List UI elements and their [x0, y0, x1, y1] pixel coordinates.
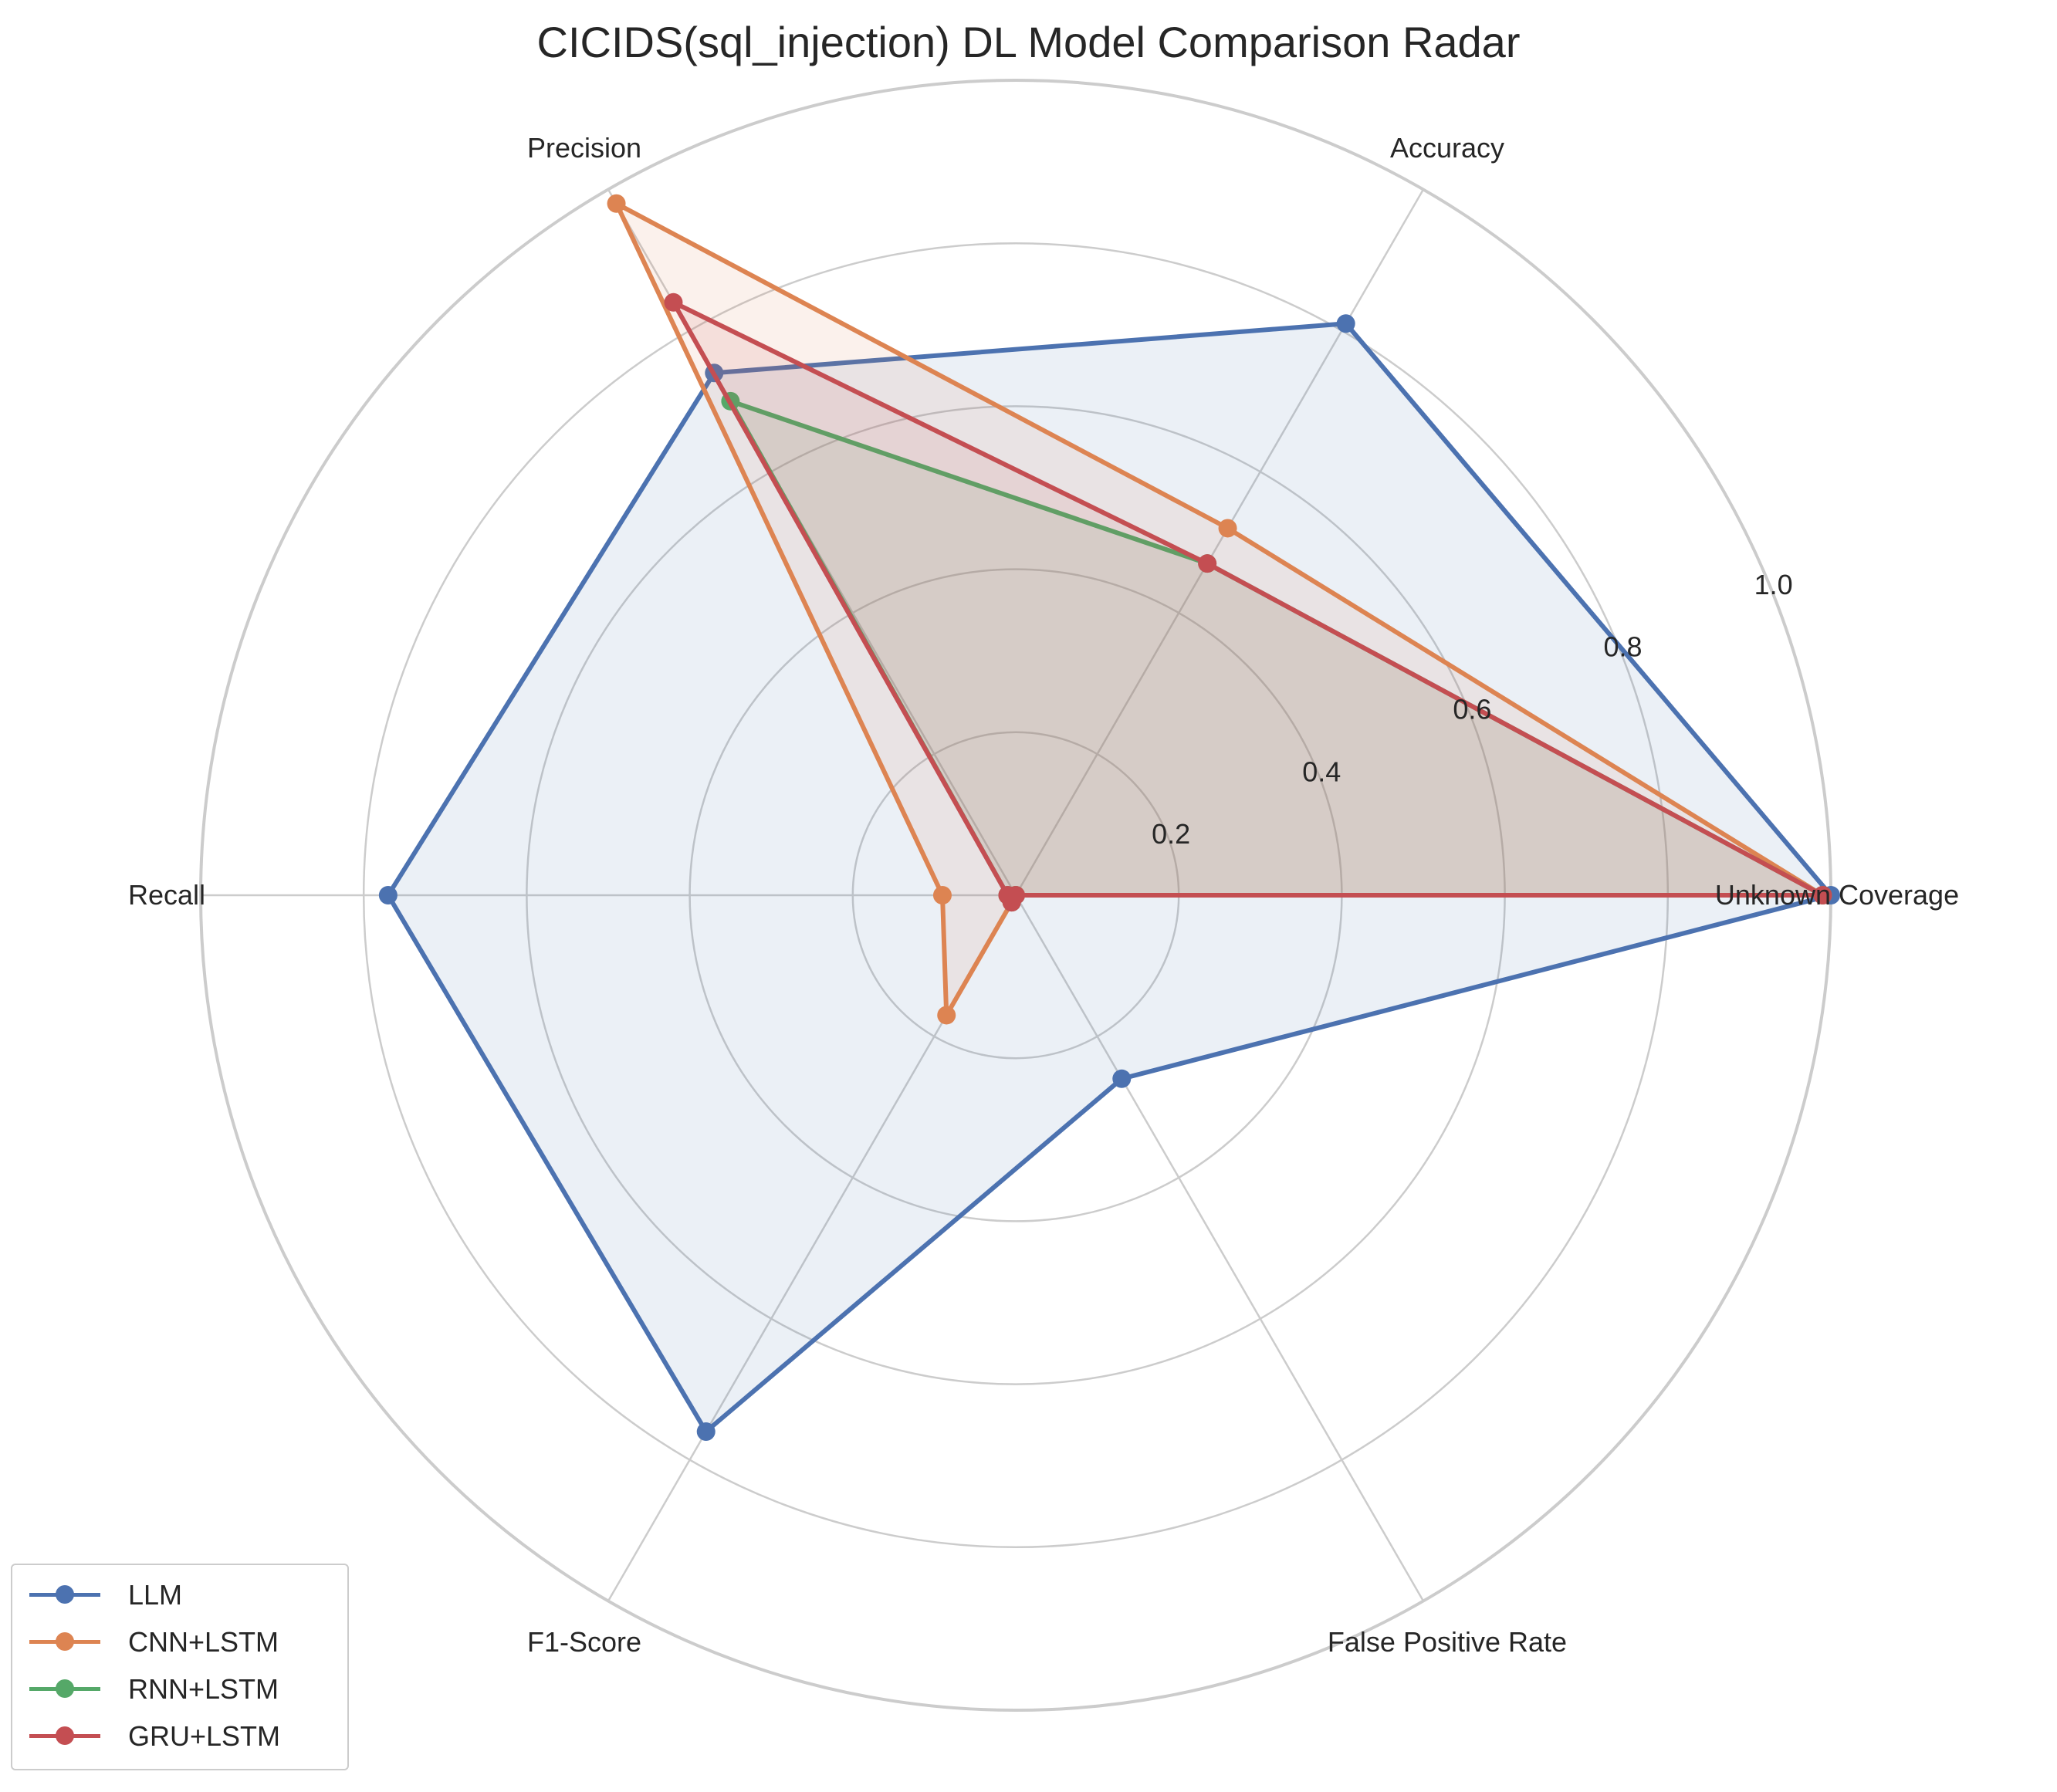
series-fill — [730, 401, 1823, 903]
data-point — [696, 1422, 716, 1442]
radial-tick-label: 0.8 — [1603, 631, 1642, 663]
data-point — [378, 886, 398, 904]
radial-tick-label: 0.4 — [1302, 756, 1341, 787]
legend-label: LLM — [128, 1579, 183, 1611]
legend-marker — [56, 1679, 74, 1698]
legend-label: RNN+LSTM — [128, 1673, 279, 1705]
legend: LLM CNN+LSTM RNN+LSTM GRU+LSTM — [11, 1564, 349, 1770]
data-point — [664, 292, 683, 312]
category-label: Accuracy — [1390, 132, 1504, 164]
data-point — [1218, 519, 1237, 538]
legend-item: LLM — [12, 1574, 347, 1621]
series-fill — [616, 203, 1823, 1016]
data-point — [1198, 554, 1217, 573]
category-label: False Positive Rate — [1328, 1626, 1567, 1658]
data-point — [1813, 886, 1832, 904]
data-point — [1112, 1069, 1132, 1088]
data-point — [1007, 886, 1025, 904]
legend-item: GRU+LSTM — [12, 1716, 347, 1763]
data-point — [937, 1006, 956, 1025]
legend-marker — [56, 1632, 74, 1651]
radial-tick-label: 0.2 — [1152, 818, 1190, 850]
category-label: Unknown Coverage — [1715, 879, 1959, 911]
category-label: Precision — [527, 132, 641, 164]
radial-tick-label: 0.6 — [1453, 694, 1491, 725]
series-gru-lstm — [664, 292, 1832, 912]
grid-spoke — [1014, 188, 1425, 896]
legend-label: CNN+LSTM — [128, 1626, 279, 1658]
category-label: Recall — [128, 879, 205, 911]
grid-spoke — [1014, 894, 1425, 1602]
legend-label: GRU+LSTM — [128, 1720, 281, 1752]
series-llm — [378, 314, 1840, 1442]
data-point — [1336, 314, 1355, 333]
legend-marker — [56, 1726, 74, 1745]
data-point — [607, 194, 626, 213]
radar-labels: 0.2 0.4 0.6 0.8 1.0 Unknown Coverage Accuracy P… — [128, 132, 1959, 1658]
data-point — [932, 886, 952, 904]
legend-marker — [56, 1585, 74, 1604]
series-fill — [387, 323, 1831, 1432]
radar-series — [378, 194, 1840, 1442]
legend-item: RNN+LSTM — [12, 1669, 347, 1716]
chart-title: CICIDS(sql_injection) DL Model Compariso… — [536, 18, 1521, 66]
radial-tick-label: 1.0 — [1754, 569, 1793, 600]
legend-item: CNN+LSTM — [12, 1621, 347, 1669]
category-label: F1-Score — [527, 1626, 641, 1658]
series-fill — [673, 302, 1823, 903]
